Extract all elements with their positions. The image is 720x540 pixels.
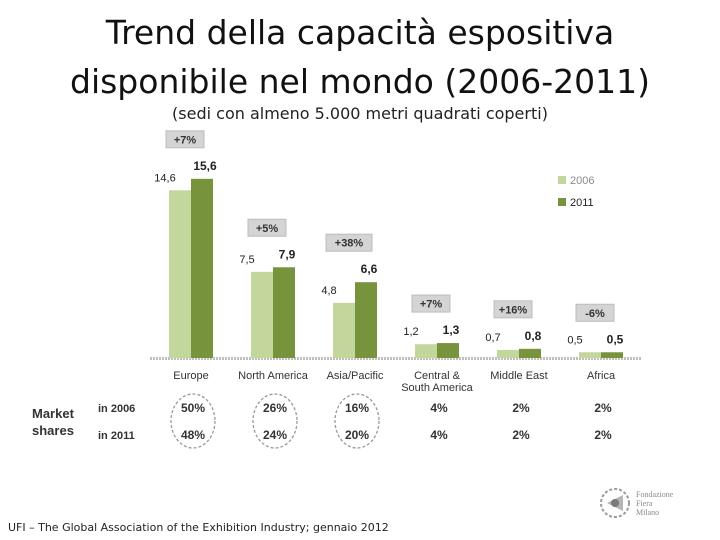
market-share-value: 48% <box>181 428 205 442</box>
bar-2006 <box>251 271 273 358</box>
legend-label: 2006 <box>570 175 594 187</box>
market-share-value: 24% <box>263 428 287 442</box>
bar-2006 <box>169 190 191 358</box>
category-label: Central & <box>414 370 461 382</box>
market-shares-title: Market <box>32 406 75 421</box>
data-label-2006: 1,2 <box>403 326 418 338</box>
logo-text-line-3: Milano <box>636 508 660 517</box>
growth-badge <box>493 300 533 319</box>
market-share-value: 4% <box>430 401 448 415</box>
legend-swatch <box>558 176 566 184</box>
growth-badge <box>325 233 373 252</box>
market-share-value: 2% <box>512 428 530 442</box>
bar-2011 <box>601 352 623 358</box>
market-share-value: 26% <box>263 401 287 415</box>
bar-2006 <box>497 349 519 358</box>
highlight-ellipse <box>170 393 216 449</box>
growth-label: +7% <box>420 299 443 311</box>
growth-label: -6% <box>585 308 605 320</box>
data-label-2006: 7,5 <box>239 254 254 266</box>
logo-text-line-1: Fondazione <box>636 490 674 499</box>
bar-2011 <box>519 348 541 358</box>
chart-background <box>148 142 644 395</box>
data-label-2011: 7,9 <box>279 247 296 261</box>
category-label: North America <box>238 370 309 382</box>
data-label-2011: 0,8 <box>525 329 542 343</box>
growth-label: +38% <box>335 238 364 250</box>
category-label: Europe <box>173 370 208 382</box>
category-label: Africa <box>587 370 616 382</box>
market-shares-row-label: in 2006 <box>98 403 135 415</box>
data-label-2011: 1,3 <box>443 323 460 337</box>
growth-label: +7% <box>174 134 197 146</box>
fondazione-fiera-milano-logo: Fondazione Fiera Milano <box>598 486 713 526</box>
category-label: Asia/Pacific <box>327 370 384 382</box>
data-label-2011: 0,5 <box>607 332 624 346</box>
bar-2006 <box>333 302 355 358</box>
title-line-2: disponibile nel mondo (2006-2011) <box>70 62 650 101</box>
data-label-2006: 0,7 <box>485 332 500 344</box>
highlight-ellipse <box>252 393 298 449</box>
source-footer: UFI – The Global Association of the Exhi… <box>8 521 389 534</box>
logo-mark-icon <box>600 488 630 518</box>
bar-2011 <box>191 178 213 358</box>
growth-label: +16% <box>499 304 528 316</box>
market-shares-row-label: in 2011 <box>98 430 135 442</box>
growth-badge <box>165 130 205 149</box>
data-label-2006: 4,8 <box>321 285 336 297</box>
growth-badge <box>575 303 615 322</box>
growth-label: +5% <box>256 223 279 235</box>
slide-title: Trend della capacità espositiva disponib… <box>0 8 720 106</box>
title-line-1: Trend della capacità espositiva <box>105 13 615 52</box>
growth-badge <box>247 218 287 237</box>
data-label-2006: 0,5 <box>567 334 582 346</box>
growth-badge <box>411 294 451 313</box>
market-share-value: 50% <box>181 401 205 415</box>
highlight-ellipse <box>334 393 380 449</box>
slide-subtitle: (sedi con almeno 5.000 metri quadrati co… <box>172 104 548 123</box>
market-share-value: 16% <box>345 401 369 415</box>
legend-swatch <box>558 198 566 206</box>
market-share-value: 4% <box>430 428 448 442</box>
market-share-value: 20% <box>345 428 369 442</box>
data-label-2006: 14,6 <box>154 172 175 184</box>
bar-2011 <box>273 267 295 358</box>
bar-2011 <box>355 282 377 358</box>
market-share-value: 2% <box>594 401 612 415</box>
bar-2006 <box>579 352 601 358</box>
market-share-value: 2% <box>512 401 530 415</box>
category-label: South America <box>401 382 473 394</box>
bar-2006 <box>415 344 437 358</box>
logo-text-line-2: Fiera <box>636 499 653 508</box>
legend-label: 2011 <box>570 197 594 209</box>
data-label-2011: 6,6 <box>361 262 378 276</box>
bar-2011 <box>437 343 459 358</box>
market-share-value: 2% <box>594 428 612 442</box>
category-label: Middle East <box>490 370 547 382</box>
data-label-2011: 15,6 <box>193 159 217 173</box>
market-shares-title: shares <box>32 423 74 438</box>
